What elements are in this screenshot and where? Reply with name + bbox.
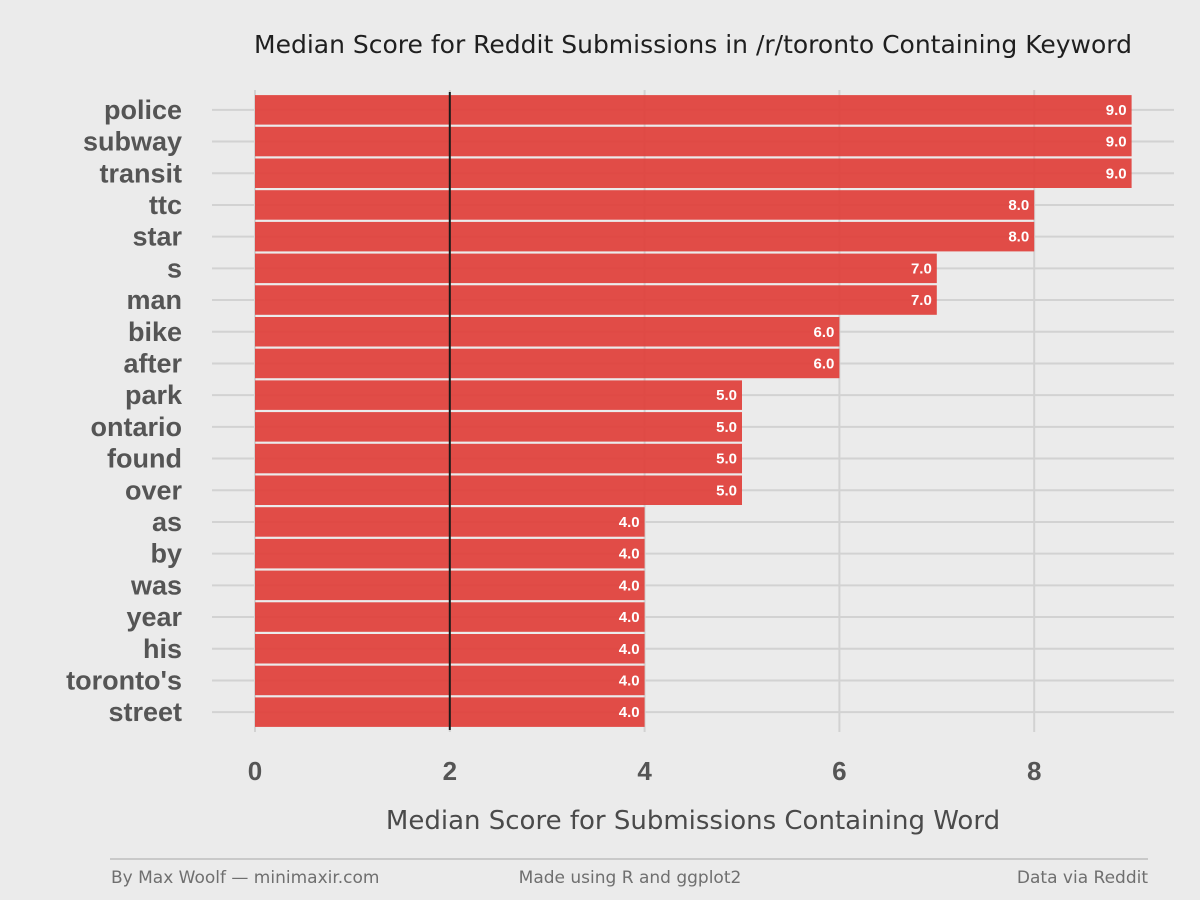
bar (255, 190, 1035, 220)
bar (255, 443, 742, 474)
data-label: 8.0 (1008, 229, 1029, 246)
data-label: 6.0 (814, 355, 835, 372)
data-label: 4.0 (619, 672, 640, 689)
bar (255, 285, 937, 315)
data-label: 6.0 (814, 324, 835, 341)
data-label: 7.0 (911, 292, 932, 309)
x-tick-label: 0 (248, 756, 262, 786)
data-label: 5.0 (716, 451, 737, 468)
category-label: transit (99, 158, 182, 188)
category-label: his (143, 634, 182, 664)
category-label: street (108, 697, 182, 727)
data-label: 4.0 (619, 704, 640, 721)
bar-layer (255, 95, 1132, 727)
data-label: 4.0 (619, 641, 640, 658)
footer-credit: By Max Woolf — minimaxir.com (111, 868, 380, 888)
category-label: ttc (149, 190, 182, 220)
category-label: found (107, 444, 182, 474)
x-tick-label: 4 (637, 756, 652, 786)
chart-title: Median Score for Reddit Submissions in /… (254, 30, 1132, 59)
category-label: after (123, 348, 182, 378)
bar (255, 253, 937, 284)
bar (255, 348, 840, 379)
category-label: as (152, 507, 182, 537)
bar (255, 158, 1132, 188)
category-label: park (125, 380, 183, 410)
x-axis-title: Median Score for Submissions Containing … (386, 806, 1000, 836)
data-label: 7.0 (911, 260, 932, 277)
category-label: police (104, 95, 182, 125)
data-label: 4.0 (619, 609, 640, 626)
category-label: bike (128, 317, 182, 347)
category-label: man (126, 285, 182, 315)
bar (255, 95, 1132, 125)
category-label: s (167, 253, 182, 283)
data-label: 8.0 (1008, 197, 1029, 214)
data-label: 9.0 (1106, 165, 1127, 182)
data-label: 9.0 (1106, 102, 1127, 119)
category-label: ontario (91, 412, 183, 442)
footer-tool: Made using R and ggplot2 (519, 868, 742, 888)
category-label: subway (83, 127, 182, 157)
data-label: 5.0 (716, 387, 737, 404)
data-label: 5.0 (716, 419, 737, 436)
category-label: over (125, 475, 183, 505)
data-label: 4.0 (619, 577, 640, 594)
bar (255, 475, 742, 505)
bar (255, 380, 742, 410)
footer-source: Data via Reddit (1017, 868, 1148, 888)
data-label: 9.0 (1106, 134, 1127, 151)
x-tick-label: 6 (832, 756, 846, 786)
category-label: by (150, 539, 182, 569)
category-label: year (126, 602, 182, 632)
x-tick-label: 2 (443, 756, 457, 786)
bar (255, 221, 1035, 252)
data-label: 4.0 (619, 546, 640, 563)
bar (255, 412, 742, 442)
category-label: was (130, 570, 182, 600)
label-layer: 0 2 4 6 8 police 9.0 subway 9.0 transit 9.0 ttc 8.0 s… (66, 95, 1127, 786)
bar (255, 126, 1132, 157)
category-label: star (132, 222, 182, 252)
data-label: 4.0 (619, 514, 640, 531)
category-label: toronto's (66, 665, 182, 695)
data-label: 5.0 (716, 482, 737, 499)
x-tick-label: 8 (1027, 756, 1041, 786)
bar (255, 317, 840, 347)
